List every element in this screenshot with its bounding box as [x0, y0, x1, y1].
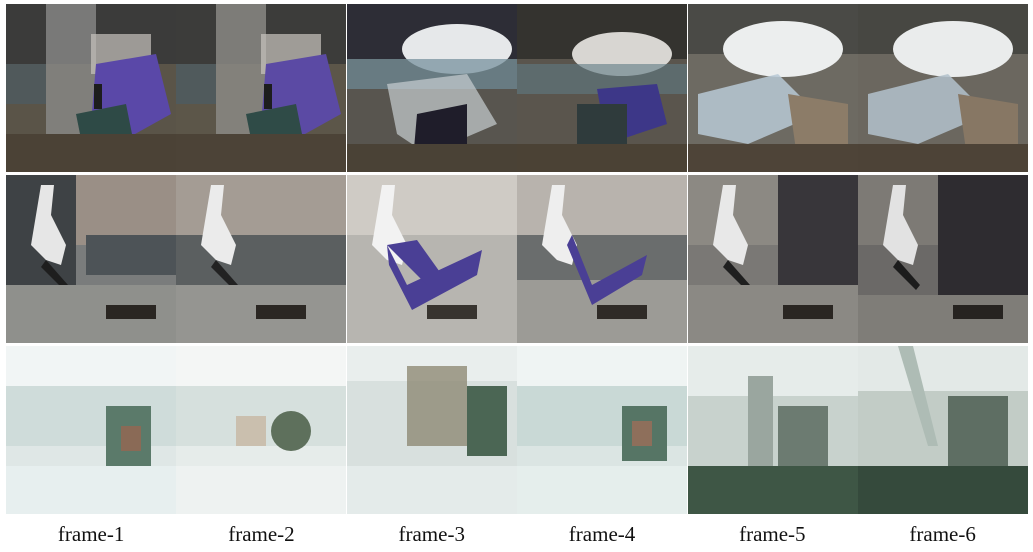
- tile-row2-frame4: [517, 175, 688, 343]
- frame-label-3: frame-3: [398, 522, 465, 546]
- tile-row1-frame1: [6, 4, 176, 172]
- tile-row3-frame6: [857, 346, 1028, 514]
- tile-row2-frame6: [857, 175, 1028, 343]
- tile-row1-frame6: [857, 4, 1028, 172]
- tile-row3-frame3: [346, 346, 517, 514]
- frame-label-6: frame-6: [909, 522, 976, 546]
- tile-row2-frame5: [687, 175, 858, 343]
- tile-row1-frame2: [176, 4, 347, 172]
- tile-row2-frame1: [6, 175, 176, 343]
- tile-row2-frame3: [346, 175, 517, 343]
- tile-row1-frame4: [517, 4, 688, 172]
- frame-label-5: frame-5: [739, 522, 806, 546]
- frame-grid: [6, 4, 1028, 514]
- frame-label-4: frame-4: [568, 522, 636, 546]
- tile-row1-frame5: [687, 4, 858, 172]
- tile-row2-frame2: [176, 175, 347, 343]
- tile-row3-frame4: [517, 346, 688, 514]
- tile-row3-frame1: [6, 346, 176, 514]
- tile-row3-frame5: [687, 346, 858, 514]
- tile-row1-frame3: [346, 4, 517, 172]
- frame-label-1: frame-1: [57, 522, 125, 546]
- tile-row3-frame2: [176, 346, 347, 514]
- frame-labels: frame-1 frame-2 frame-3 frame-4 frame-5 …: [6, 520, 1028, 550]
- frame-label-2: frame-2: [228, 522, 295, 546]
